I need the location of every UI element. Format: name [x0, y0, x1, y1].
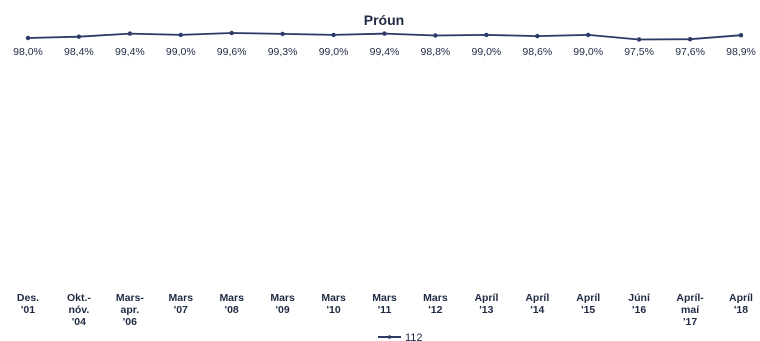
data-label: 98,8% — [421, 46, 451, 58]
data-point — [76, 34, 82, 39]
x-tick-label: Apríl '14 — [525, 292, 549, 316]
x-tick-label: Apríl '13 — [474, 292, 498, 316]
data-point — [433, 33, 438, 38]
x-tick-label: Júní '16 — [628, 292, 651, 316]
data-label: 98,4% — [64, 46, 94, 58]
data-point — [484, 32, 489, 38]
x-tick-label: Mars '12 — [423, 292, 448, 316]
data-point — [636, 37, 642, 42]
data-label: 99,6% — [217, 46, 247, 58]
data-label: 97,5% — [624, 46, 654, 58]
x-tick-label: Mars '07 — [169, 292, 194, 316]
data-point — [127, 31, 133, 36]
data-point — [535, 33, 540, 39]
legend-marker-112 — [387, 335, 392, 339]
data-point — [178, 32, 183, 38]
data-point — [586, 32, 591, 38]
chart-title: Próun — [364, 12, 404, 28]
x-tick-label: Mars '10 — [321, 292, 346, 316]
data-point — [687, 37, 693, 42]
data-point — [331, 32, 336, 38]
legend: 112 — [378, 332, 423, 341]
data-point — [25, 35, 31, 41]
data-label: 98,6% — [522, 46, 552, 58]
data-label: 99,0% — [166, 46, 196, 58]
data-point — [382, 31, 387, 36]
x-tick-label: Mars-apr. '06 — [116, 292, 145, 328]
x-tick-label: Mars '11 — [372, 292, 397, 316]
x-tick-label: Apríl '15 — [576, 292, 600, 316]
data-point — [280, 31, 285, 37]
data-point — [229, 30, 234, 36]
x-tick-label: Apríl-maí '17 — [676, 292, 704, 328]
series-112 — [25, 30, 744, 42]
data-label: 97,6% — [675, 46, 705, 58]
data-label: 99,4% — [115, 46, 145, 58]
data-label: 99,0% — [573, 46, 603, 58]
x-tick-label: Mars '08 — [219, 292, 244, 316]
x-axis-labels: Des. '01 Okt.-nóv. '04 Mars-apr. '06 Mars '07 Ma… — [17, 292, 753, 328]
x-tick-label: Des. '01 — [17, 292, 39, 316]
data-label: 98,0% — [13, 46, 43, 58]
data-label: 98,9% — [726, 46, 756, 58]
legend-label-112: 112 — [405, 332, 423, 341]
x-tick-label: Apríl '18 — [729, 292, 753, 316]
data-label: 99,3% — [268, 46, 298, 58]
x-tick-label: Okt.-nóv. '04 — [67, 292, 91, 328]
x-tick-label: Mars '09 — [270, 292, 295, 316]
data-point — [738, 33, 744, 38]
data-label: 99,0% — [472, 46, 502, 58]
data-labels: 98,0% 98,4% 99,4% 99,0% 99,6% 99,3% 99,0% 99,4%… — [13, 46, 756, 58]
data-label: 99,4% — [370, 46, 400, 58]
data-label: 99,0% — [319, 46, 349, 58]
